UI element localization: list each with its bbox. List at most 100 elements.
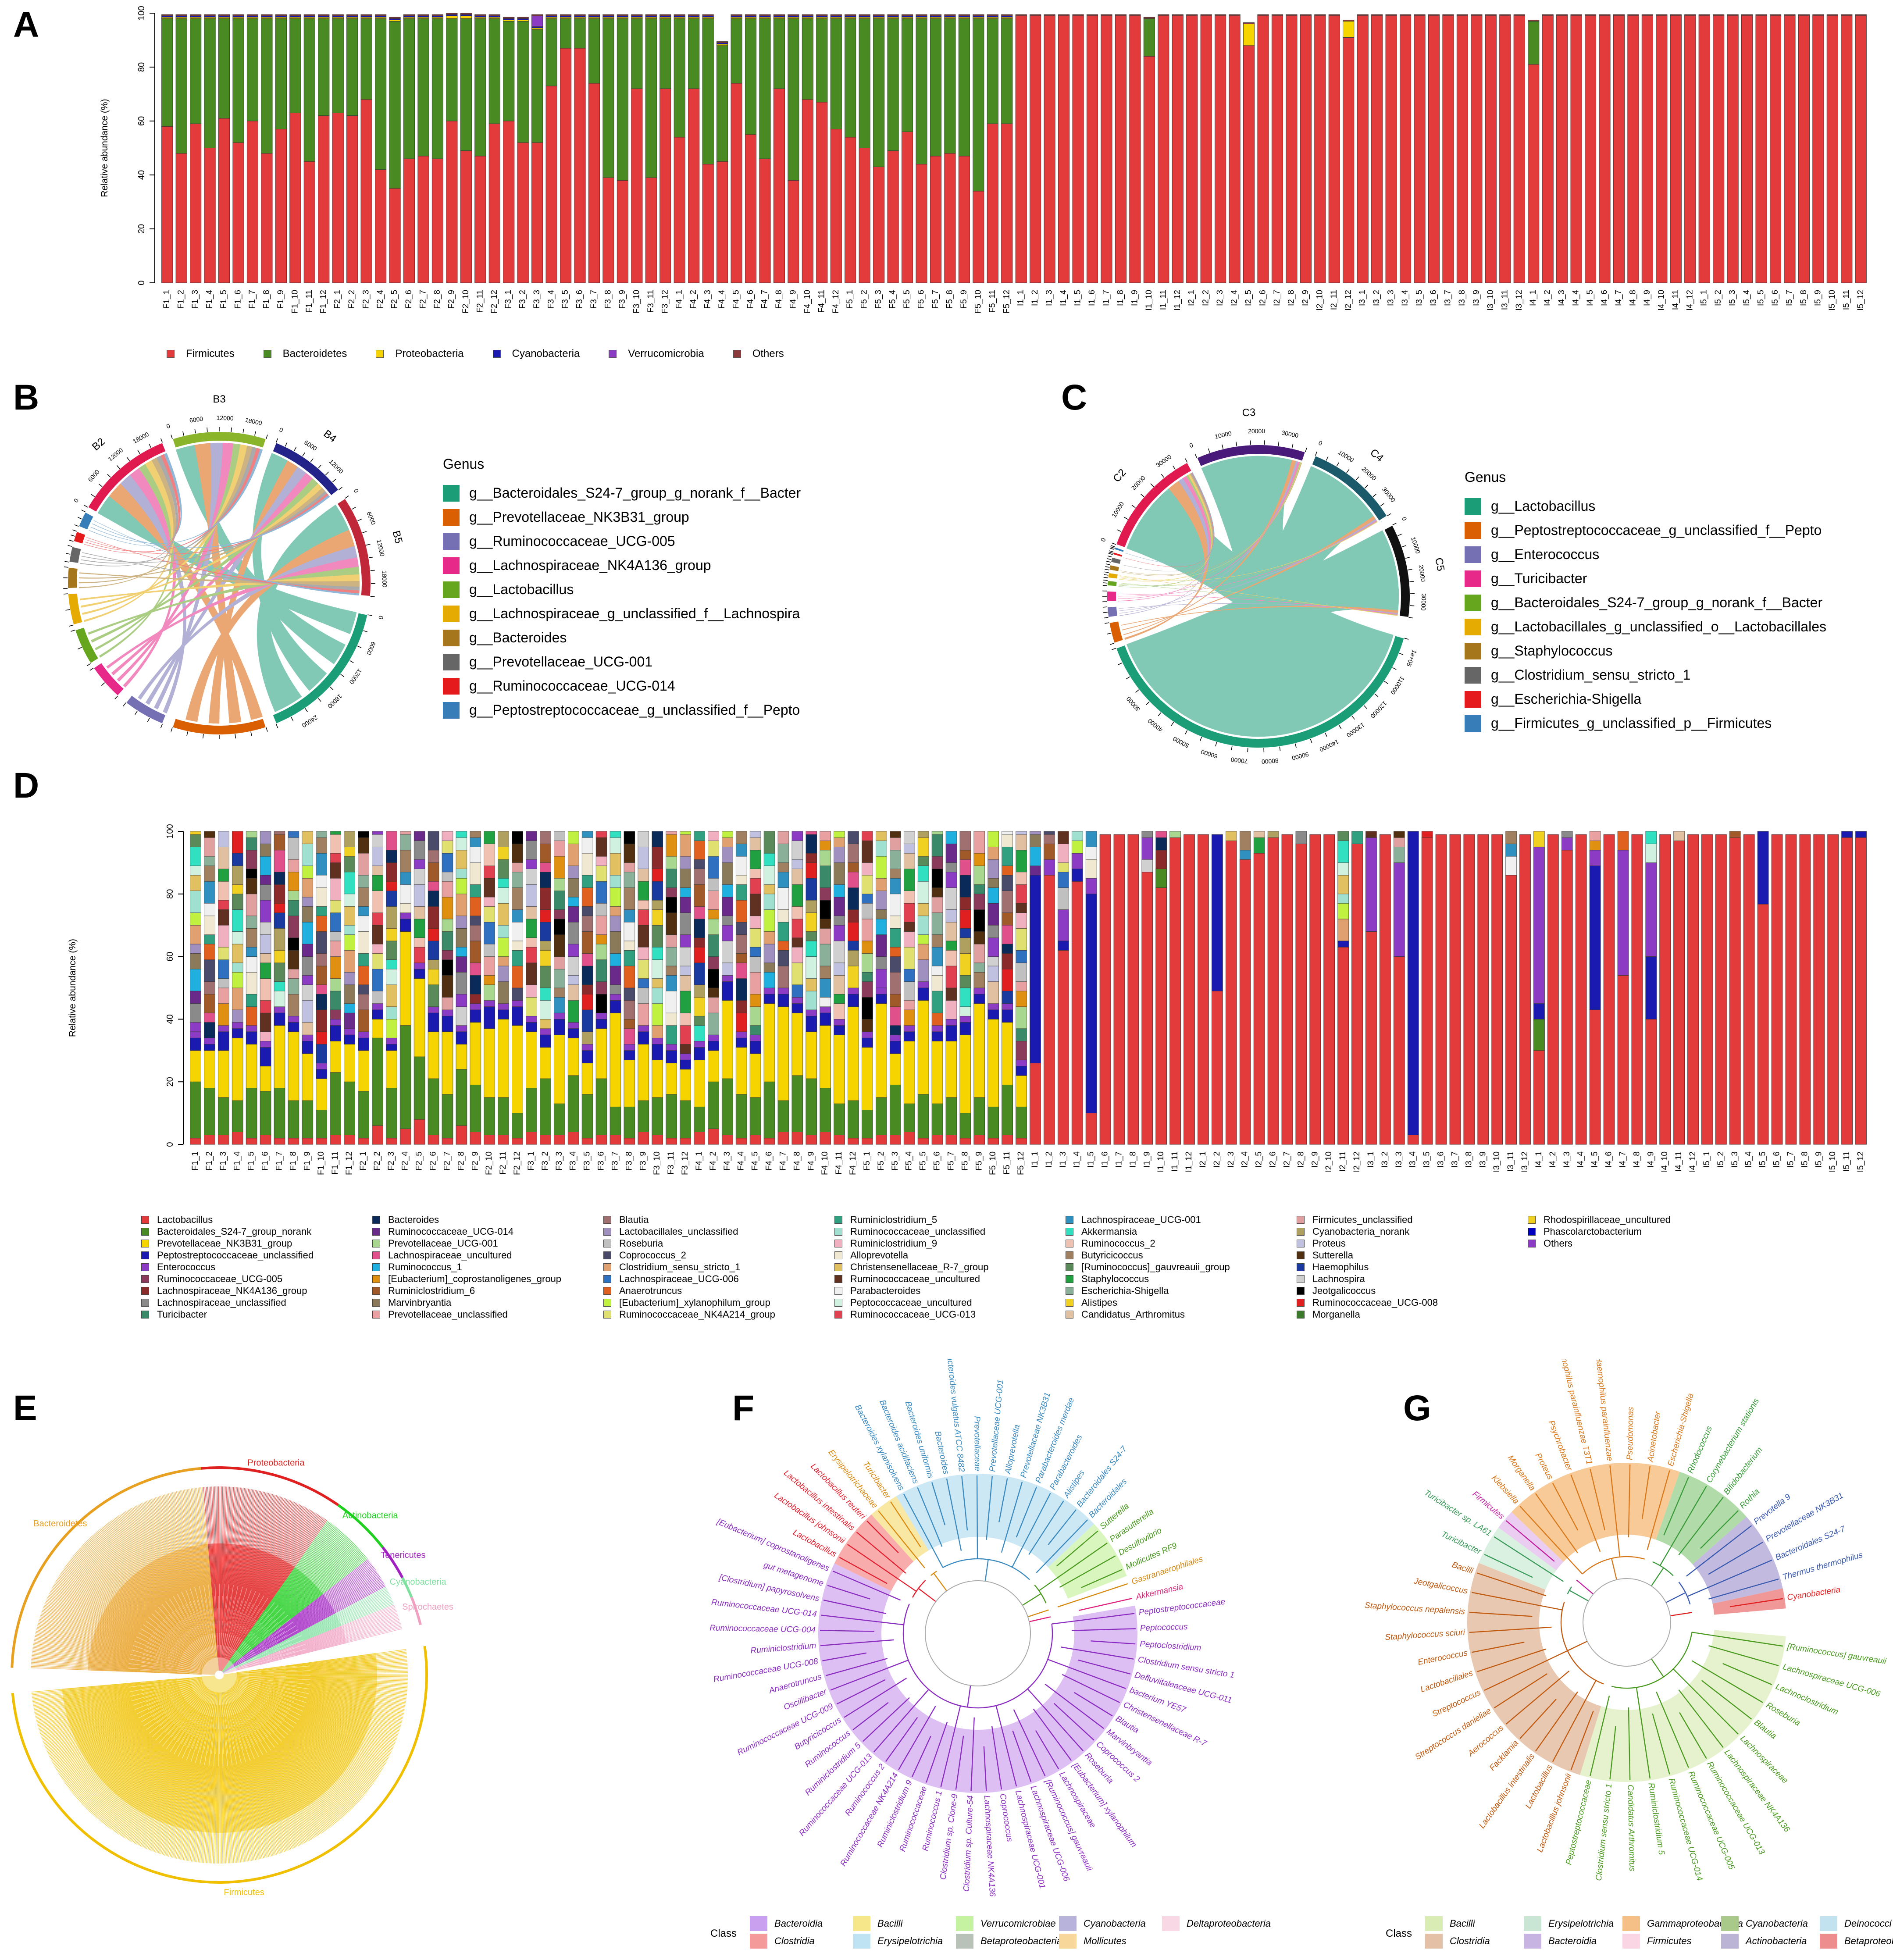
bar-segment-other-genus [1253, 831, 1265, 838]
bar-segment-other-genus [624, 950, 635, 966]
bar-segment-bacteroidetes [1143, 18, 1155, 57]
sector-tick [1291, 444, 1294, 449]
tree-branch [259, 1619, 400, 1663]
bar-segment-other-genus [791, 859, 803, 869]
bar-segment-other-genus [386, 906, 397, 929]
bar-segment-other-genus [498, 966, 509, 982]
bar-segment-other-genus [987, 847, 999, 860]
x-tick-label: F1_9 [276, 290, 285, 309]
bar-segment-other-genus [554, 956, 565, 969]
bar-segment-firmicutes [474, 156, 486, 283]
bar-segment-other-genus [959, 928, 971, 938]
sector-tick-label: 120000 [1369, 700, 1388, 720]
bar-segment-other-genus [512, 887, 523, 910]
bar-segment-lactobacillus [708, 1128, 719, 1145]
legend-d-item-anaerotruncus: Anaerotruncus [603, 1285, 834, 1297]
bar-segment-other-genus [652, 900, 663, 910]
bar-segment-firmicutes [1542, 15, 1554, 283]
class-legend-item-actinobacteria: Actinobacteria [1721, 1934, 1807, 1949]
bar-segment-firmicutes [1371, 15, 1383, 283]
bar-segment-prevotellaceae-nk3b31-group [610, 1012, 621, 1107]
bar-segment-other-genus [1141, 837, 1153, 860]
bar-segment-other-genus [190, 991, 201, 1004]
sector-tick [1392, 523, 1397, 526]
sector-tick-label: 6000 [86, 468, 101, 483]
tree-branch [232, 1553, 364, 1664]
sector-tick [71, 535, 75, 537]
bar-segment-other-genus [567, 844, 579, 866]
tree-branch [903, 1493, 944, 1568]
tree-branch [39, 1618, 191, 1667]
bar-segment-bacteroidales-s24-7-group-norank [652, 1097, 663, 1135]
sector-tick [1315, 451, 1318, 456]
bar-segment-other-genus [694, 937, 705, 948]
bar-segment-peptostreptococcaceae-unclassified [1407, 831, 1419, 1135]
tree-branch [199, 1487, 218, 1658]
tree-branch [42, 1611, 203, 1670]
clade-highlight [1580, 1630, 1786, 1782]
sector-tick-label: 0 [1099, 537, 1107, 542]
tree-branch [1484, 1650, 1568, 1691]
bar-segment-others [190, 14, 202, 16]
bar-segment-prevotellaceae-nk3b31-group [344, 1044, 355, 1082]
sector-tick-label: 12000 [348, 667, 363, 685]
bar-segment-bacteroidetes [289, 18, 301, 113]
legend-d-item-blautia: Blautia [603, 1214, 834, 1226]
bar-segment-other-genus [386, 928, 397, 941]
tree-branch [192, 1488, 216, 1646]
genus-sector-g-lactobacillus [74, 626, 100, 664]
x-tick-label: I1_8 [1116, 290, 1125, 306]
tree-branch [65, 1692, 195, 1784]
legend-swatch [372, 1310, 380, 1319]
tree-branch [1077, 1659, 1131, 1675]
x-tick-label: I4_9 [1646, 1151, 1655, 1168]
bar-segment-lactobacillus [1155, 887, 1167, 1145]
bar-segment-others [1002, 1003, 1013, 1010]
bar-segment-lactobacillus [526, 1132, 537, 1145]
bar-segment-other-genus [903, 922, 915, 932]
bar-segment-other-genus [931, 991, 943, 1013]
tree-branch [272, 1560, 370, 1635]
tree-branch [66, 1714, 165, 1785]
bar-segment-bacteroidales-s24-7-group-norank [414, 1056, 425, 1120]
bar-segment-bacteroidales-s24-7-group-norank [959, 1113, 971, 1139]
sector-tick [1336, 462, 1339, 467]
x-tick-label: F4_8 [792, 1151, 802, 1170]
bar-segment-lactobacillus [512, 1138, 523, 1145]
bar-segment-proteobacteria [617, 17, 628, 19]
bar-segment-other-genus [246, 947, 257, 957]
legend-label: [Ruminococcus]_gauvreauii_group [1081, 1261, 1230, 1272]
bar-segment-other-genus [694, 1016, 705, 1026]
tree-branch [140, 1691, 212, 1846]
bar-segment-other-genus [694, 884, 705, 907]
bar-segment-lactobacillus [848, 1138, 859, 1145]
bar-segment-firmicutes [1343, 37, 1355, 283]
sector-tick [325, 471, 329, 475]
bar-segment-other-genus [190, 847, 201, 866]
x-tick-label: F5_8 [960, 1151, 970, 1170]
bar-segment-lactobacillus [1212, 991, 1223, 1145]
bar-segment-other-genus [624, 909, 635, 923]
sector-tick [171, 727, 173, 732]
legend-label: Lactobacillus [157, 1214, 213, 1225]
bar-segment-other-genus [890, 928, 901, 948]
x-tick-label: F2_6 [429, 1151, 438, 1170]
legend-label: Enterococcus [157, 1261, 216, 1272]
tree-branch [147, 1736, 195, 1850]
x-tick-label: I4_12 [1688, 1151, 1697, 1172]
bar-segment-proteobacteria [802, 17, 813, 19]
sector-tick [1409, 581, 1414, 582]
x-tick-label: F4_4 [717, 290, 727, 309]
bar-segment-bacteroidales-s24-7-group-norank [708, 1081, 719, 1129]
bar-segment-other-genus [554, 919, 565, 935]
tree-branch [282, 1722, 370, 1789]
tree-branch [142, 1758, 183, 1848]
genus-sector-g-turicibacter [1106, 590, 1117, 602]
bar-segment-other-genus [666, 1012, 677, 1026]
sector-tick-label: 0 [377, 615, 385, 620]
legend-label: Prevotellaceae_unclassified [388, 1308, 508, 1320]
tree-branch [255, 1502, 295, 1592]
legend-swatch [1622, 1934, 1640, 1949]
bar-segment-other-genus [1267, 831, 1279, 838]
